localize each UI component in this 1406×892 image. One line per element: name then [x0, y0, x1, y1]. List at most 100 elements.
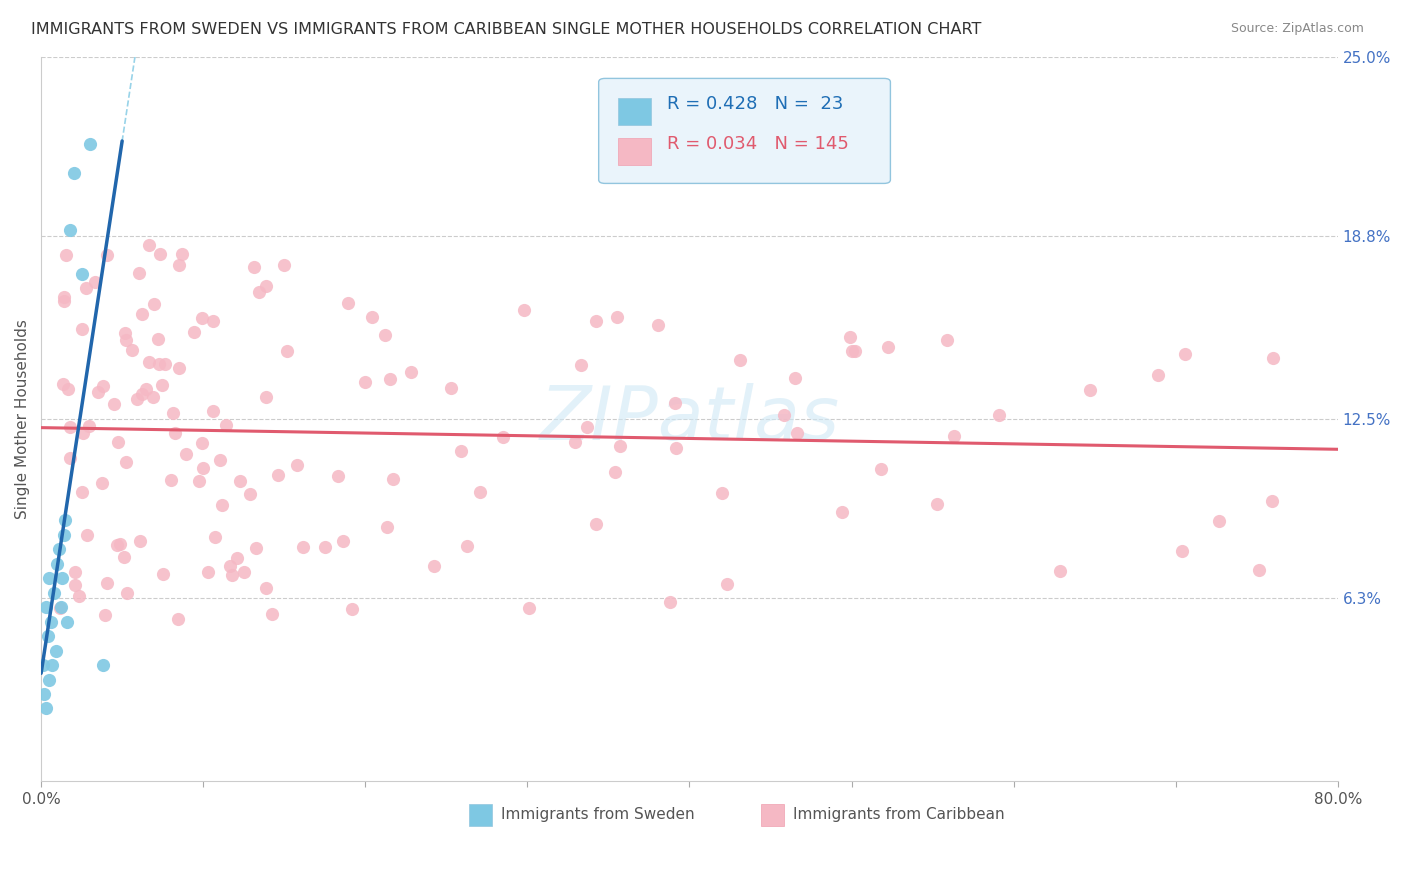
Point — [191, 436, 214, 450]
Point — [169, 258, 191, 272]
Point — [229, 474, 252, 488]
Point — [96, 248, 118, 262]
Point — [927, 498, 949, 512]
Point — [149, 247, 172, 261]
Point — [204, 530, 226, 544]
Point — [107, 435, 129, 450]
Point — [31, 658, 53, 673]
Point — [91, 379, 114, 393]
Point — [943, 429, 966, 443]
Point — [219, 558, 242, 573]
Point — [176, 447, 198, 461]
Point — [135, 383, 157, 397]
Point — [517, 600, 540, 615]
Point — [148, 357, 170, 371]
Text: R = 0.034   N = 145: R = 0.034 N = 145 — [668, 135, 849, 153]
Point — [170, 247, 193, 261]
Point — [1171, 544, 1194, 558]
Point — [226, 551, 249, 566]
Point — [55, 248, 77, 262]
Point — [62, 165, 84, 179]
Point — [131, 387, 153, 401]
Point — [380, 372, 402, 386]
Point — [239, 486, 262, 500]
Point — [51, 571, 73, 585]
Point — [59, 420, 82, 434]
Point — [153, 357, 176, 371]
Point — [844, 343, 866, 358]
Point — [35, 701, 58, 715]
Point — [79, 418, 101, 433]
Point — [55, 513, 77, 527]
Point — [191, 311, 214, 326]
Bar — [619, 98, 651, 126]
Point — [115, 586, 138, 600]
Point — [1249, 563, 1271, 577]
Point — [1208, 514, 1230, 528]
Point — [1078, 384, 1101, 398]
Point — [69, 589, 91, 603]
Point — [45, 643, 67, 657]
Point — [328, 469, 350, 483]
Point — [242, 260, 264, 274]
Point — [273, 258, 295, 272]
Point — [353, 375, 375, 389]
Point — [1261, 351, 1284, 365]
Bar — [761, 804, 785, 826]
Point — [152, 566, 174, 581]
Point — [79, 136, 101, 151]
Point — [456, 539, 478, 553]
Point — [215, 418, 238, 433]
Text: Immigrants from Caribbean: Immigrants from Caribbean — [793, 807, 1005, 822]
Point — [169, 361, 191, 376]
Point — [605, 466, 627, 480]
Point — [399, 366, 422, 380]
Point — [211, 499, 233, 513]
Point — [664, 395, 686, 409]
Point — [730, 352, 752, 367]
FancyBboxPatch shape — [599, 78, 890, 184]
Point — [585, 517, 607, 532]
Point — [96, 576, 118, 591]
Point — [276, 343, 298, 358]
Point — [381, 472, 404, 486]
Point — [191, 460, 214, 475]
Point — [245, 541, 267, 556]
Point — [56, 382, 79, 396]
Point — [38, 673, 60, 687]
Point — [292, 540, 315, 554]
Point — [87, 384, 110, 399]
Point — [1049, 564, 1071, 578]
Point — [512, 303, 534, 318]
Point — [254, 581, 277, 595]
Point — [159, 473, 181, 487]
Point — [1146, 368, 1168, 382]
Text: R = 0.428   N =  23: R = 0.428 N = 23 — [668, 95, 844, 112]
Text: ZIPatlas: ZIPatlas — [540, 383, 839, 455]
Point — [936, 333, 959, 347]
Point — [187, 474, 209, 488]
Point — [450, 444, 472, 458]
Point — [254, 390, 277, 404]
Point — [267, 468, 290, 483]
Point — [142, 296, 165, 310]
Text: Immigrants from Sweden: Immigrants from Sweden — [502, 807, 695, 822]
Point — [606, 310, 628, 324]
Point — [841, 343, 863, 358]
Point — [665, 441, 688, 455]
Point — [38, 571, 60, 585]
Point — [470, 485, 492, 500]
Point — [165, 426, 187, 441]
Point — [65, 578, 87, 592]
Point — [783, 370, 806, 384]
Point — [70, 484, 93, 499]
Point — [114, 326, 136, 340]
Point — [361, 310, 384, 325]
Point — [201, 404, 224, 418]
Point — [183, 325, 205, 339]
Point — [63, 566, 86, 580]
Point — [247, 285, 270, 300]
Point — [37, 629, 59, 643]
Point — [831, 504, 853, 518]
Bar — [619, 137, 651, 165]
